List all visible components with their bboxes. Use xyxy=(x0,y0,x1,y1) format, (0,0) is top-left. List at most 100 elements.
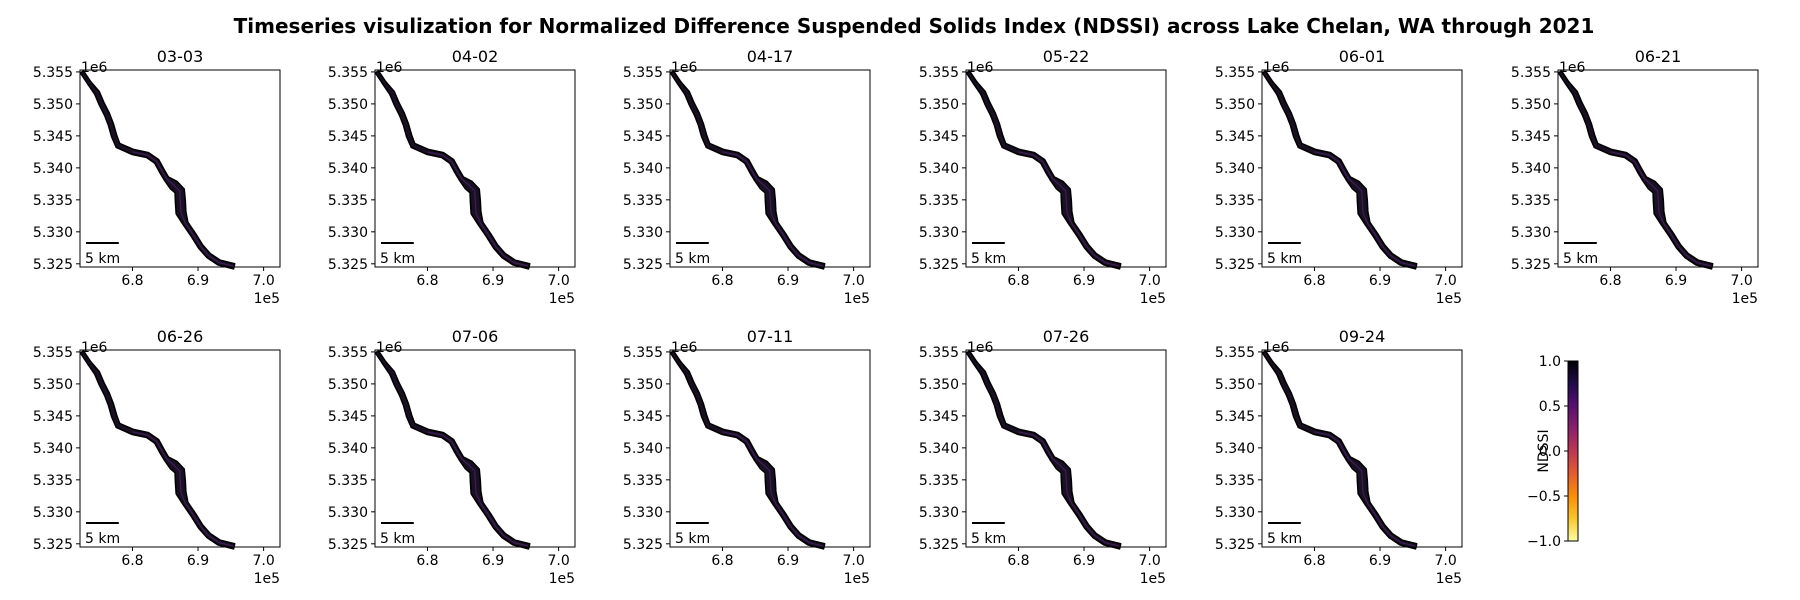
scale-bar-label: 5 km xyxy=(971,251,1006,267)
y-tick-label: 5.340 xyxy=(1215,161,1255,177)
panel-date-title: 04-02 xyxy=(452,47,499,66)
x-tick-label: 6.8 xyxy=(416,273,438,289)
y-tick-label: 5.335 xyxy=(1215,193,1255,209)
y-tick-label: 5.345 xyxy=(623,129,663,145)
y-tick-label: 5.325 xyxy=(1511,257,1551,273)
y-offset-label: 1e6 xyxy=(376,60,403,76)
y-tick-label: 5.340 xyxy=(33,161,73,177)
y-offset-label: 1e6 xyxy=(671,340,698,356)
y-tick-label: 5.335 xyxy=(33,473,73,489)
lake-chelan-shape xyxy=(965,70,1122,270)
y-tick-label: 5.350 xyxy=(33,97,73,113)
ndssi-tint xyxy=(132,151,235,267)
panel-date-title: 06-01 xyxy=(1339,47,1386,66)
x-tick-label: 7.0 xyxy=(1434,273,1456,289)
y-tick-label: 5.330 xyxy=(328,225,368,241)
x-tick-label: 7.0 xyxy=(547,553,569,569)
ndssi-tint xyxy=(132,431,235,547)
y-tick-label: 5.330 xyxy=(328,505,368,521)
y-offset-label: 1e6 xyxy=(81,340,108,356)
ndssi-tint xyxy=(1610,151,1713,267)
scale-bar-label: 5 km xyxy=(675,251,710,267)
map-panel: 04-17 6.8 6.9 7.0 1e5 5.355 5.350 5.345 5.340 5.3… xyxy=(623,47,871,307)
y-tick-label: 5.335 xyxy=(623,473,663,489)
y-tick-label: 5.335 xyxy=(328,193,368,209)
map-panel: 09-24 6.8 6.9 7.0 1e5 5.355 5.350 5.345 5.340 5.3… xyxy=(1215,327,1463,587)
y-tick-label: 5.330 xyxy=(1215,225,1255,241)
colorbar-tick-label: 0.0 xyxy=(1539,444,1561,460)
x-tick-label: 6.9 xyxy=(1073,553,1095,569)
x-tick-label: 6.9 xyxy=(482,553,504,569)
y-tick-label: 5.345 xyxy=(623,409,663,425)
x-tick-label: 7.0 xyxy=(1730,273,1752,289)
scale-bar-label: 5 km xyxy=(380,531,415,547)
x-tick-label: 6.8 xyxy=(1303,553,1325,569)
scale-bar-label: 5 km xyxy=(1563,251,1598,267)
x-tick-label: 7.0 xyxy=(1138,553,1160,569)
colorbar: 1.0 0.5 0.0 −0.5 −1.0 NDSSI xyxy=(1527,354,1579,550)
x-tick-label: 7.0 xyxy=(252,553,274,569)
panel-date-title: 03-03 xyxy=(157,47,204,66)
y-tick-label: 5.340 xyxy=(33,441,73,457)
y-tick-label: 5.350 xyxy=(623,97,663,113)
colorbar-tick-label: −0.5 xyxy=(1527,489,1561,505)
x-tick-label: 7.0 xyxy=(1138,273,1160,289)
panel-date-title: 04-17 xyxy=(747,47,794,66)
x-tick-label: 6.8 xyxy=(121,273,143,289)
ndssi-tint xyxy=(427,151,530,267)
y-offset-label: 1e6 xyxy=(1263,60,1290,76)
x-tick-label: 6.9 xyxy=(187,553,209,569)
y-tick-label: 5.340 xyxy=(919,441,959,457)
axes-frame xyxy=(374,69,576,268)
lake-chelan-shape xyxy=(374,70,531,270)
map-panel: 06-26 6.8 6.9 7.0 1e5 5.355 5.350 5.345 5.340 5.3… xyxy=(33,327,281,587)
figure-title: Timeseries visulization for Normalized D… xyxy=(234,14,1595,38)
lake-chelan-shape xyxy=(1261,350,1418,550)
ndssi-tint xyxy=(1314,151,1417,267)
y-tick-label: 5.340 xyxy=(623,441,663,457)
lake-chelan-shape xyxy=(1261,70,1418,270)
x-tick-label: 6.9 xyxy=(777,553,799,569)
x-offset-label: 1e5 xyxy=(844,291,870,307)
ndssi-tint xyxy=(427,431,530,547)
y-offset-label: 1e6 xyxy=(671,60,698,76)
x-tick-label: 6.8 xyxy=(711,553,733,569)
map-panel: 04-02 6.8 6.9 7.0 1e5 5.355 5.350 5.345 5.340 5.3… xyxy=(328,47,576,307)
panel-date-title: 06-21 xyxy=(1635,47,1682,66)
y-offset-label: 1e6 xyxy=(1263,340,1290,356)
y-tick-label: 5.335 xyxy=(919,193,959,209)
ndssi-tint xyxy=(722,151,825,267)
y-tick-label: 5.340 xyxy=(1215,441,1255,457)
y-tick-label: 5.355 xyxy=(1215,65,1255,81)
panel-date-title: 09-24 xyxy=(1339,327,1386,346)
y-tick-label: 5.330 xyxy=(623,505,663,521)
y-tick-label: 5.350 xyxy=(33,377,73,393)
y-tick-label: 5.335 xyxy=(33,193,73,209)
x-offset-label: 1e5 xyxy=(1140,571,1166,587)
x-offset-label: 1e5 xyxy=(254,571,280,587)
y-tick-label: 5.330 xyxy=(1511,225,1551,241)
colorbar-label: NDSSI xyxy=(1536,429,1552,472)
y-tick-label: 5.340 xyxy=(328,161,368,177)
y-tick-label: 5.340 xyxy=(623,161,663,177)
x-tick-label: 7.0 xyxy=(842,553,864,569)
y-offset-label: 1e6 xyxy=(376,340,403,356)
x-offset-label: 1e5 xyxy=(1436,571,1462,587)
x-tick-label: 6.9 xyxy=(777,273,799,289)
lake-chelan-shape xyxy=(374,350,531,550)
y-tick-label: 5.345 xyxy=(919,409,959,425)
axes-frame xyxy=(79,69,281,268)
y-tick-label: 5.335 xyxy=(1511,193,1551,209)
axes-frame xyxy=(965,69,1167,268)
x-tick-label: 7.0 xyxy=(252,273,274,289)
y-tick-label: 5.345 xyxy=(919,129,959,145)
y-tick-label: 5.355 xyxy=(1511,65,1551,81)
scale-bar-label: 5 km xyxy=(1267,531,1302,547)
y-tick-label: 5.325 xyxy=(623,257,663,273)
scale-bar-label: 5 km xyxy=(380,251,415,267)
y-tick-label: 5.325 xyxy=(1215,257,1255,273)
y-tick-label: 5.355 xyxy=(328,345,368,361)
y-tick-label: 5.325 xyxy=(919,537,959,553)
axes-frame xyxy=(669,69,871,268)
